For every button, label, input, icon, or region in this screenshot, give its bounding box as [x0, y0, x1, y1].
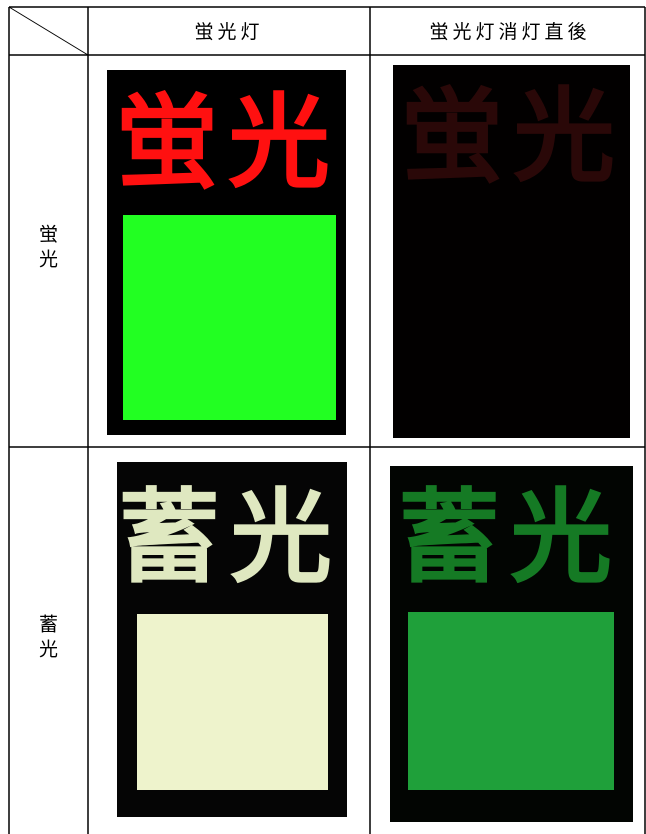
column-header: 蛍光灯消灯直後 — [429, 21, 590, 43]
photo-text: 蓄光 — [398, 479, 622, 598]
photo-text: 蛍光 — [401, 78, 625, 197]
photo: 蛍光 — [393, 65, 630, 438]
photo-text: 蛍光 — [116, 84, 340, 203]
table-grid — [8, 6, 646, 834]
photo: 蓄光 — [117, 462, 347, 817]
photo-text: 蓄光 — [118, 479, 342, 598]
row-header: 蓄光 — [36, 614, 58, 664]
column-header: 蛍光灯 — [194, 21, 263, 43]
row-header: 蛍光 — [36, 224, 58, 274]
photo: 蛍光 — [107, 70, 346, 435]
photo: 蓄光 — [390, 466, 633, 822]
